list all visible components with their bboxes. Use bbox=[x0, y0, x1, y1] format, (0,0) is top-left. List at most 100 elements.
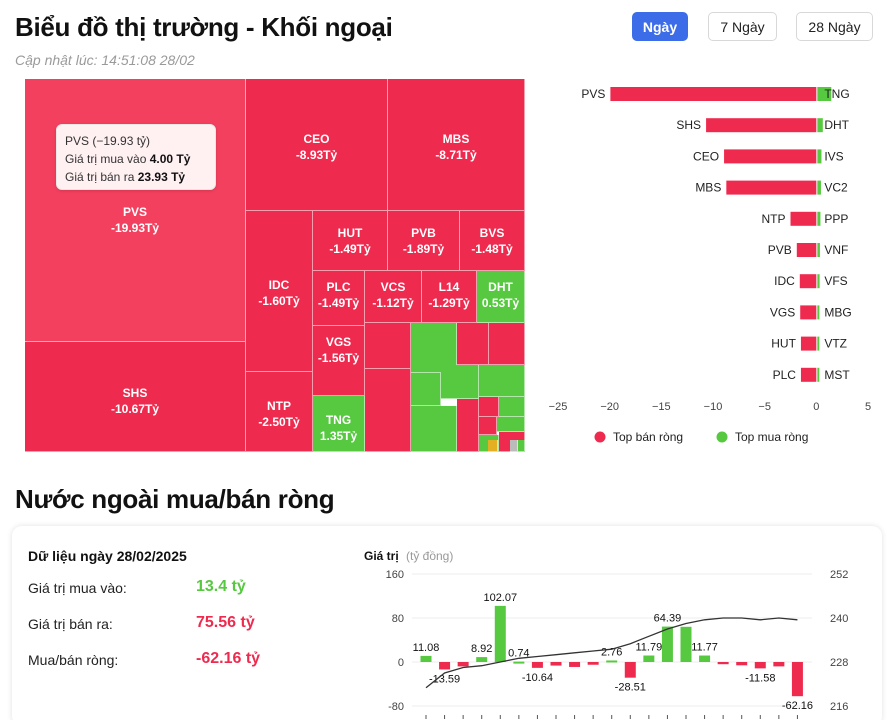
net-bar[interactable] bbox=[643, 655, 655, 662]
bar-sell-mbs[interactable] bbox=[726, 180, 817, 195]
tooltip-buy-row: Giá trị mua vào 4.00 Tỷ bbox=[65, 150, 207, 168]
net-bar[interactable] bbox=[606, 660, 618, 663]
treemap-cell-code: L14 bbox=[438, 280, 460, 294]
bar-buy-vnf[interactable] bbox=[817, 243, 820, 257]
bar-buy-tng[interactable] bbox=[817, 87, 832, 101]
treemap-cell-value: 1.35Tỷ bbox=[319, 429, 358, 443]
net-flow-combo-chart: Giá trị (tỷ đồng)160 80 0 -80 252 240 228 216 11.… bbox=[364, 549, 848, 719]
bar-buy-ppp[interactable] bbox=[817, 211, 821, 226]
net-bar[interactable] bbox=[457, 662, 469, 667]
treemap-cell-small[interactable] bbox=[510, 440, 518, 452]
bar-sell-ntp[interactable] bbox=[790, 211, 817, 226]
treemap-cell-small[interactable] bbox=[441, 365, 479, 399]
net-bar[interactable] bbox=[513, 661, 525, 664]
treemap-cell-mbs[interactable]: MBS -8.71Tỷ bbox=[388, 79, 525, 211]
y-axis-title: Giá trị bbox=[364, 549, 399, 563]
treemap-cell-l14[interactable]: L14 -1.29Tỷ bbox=[422, 271, 477, 323]
treemap-cell-small[interactable] bbox=[479, 397, 499, 417]
treemap-cell-ntp[interactable]: NTP -2.50Tỷ bbox=[246, 372, 313, 452]
bar-buy-vfs[interactable] bbox=[817, 274, 820, 289]
treemap-cell-shs[interactable]: SHS -10.67Tỷ bbox=[25, 342, 246, 452]
bar-buy-vtz[interactable] bbox=[817, 336, 820, 351]
treemap-cell-small[interactable] bbox=[479, 417, 497, 435]
y-axis-unit: (tỷ đồng) bbox=[406, 549, 453, 563]
net-bar[interactable] bbox=[791, 662, 803, 697]
y-tick-label: 160 bbox=[386, 569, 404, 581]
bar-value-label: -11.58 bbox=[745, 672, 775, 684]
tab-day[interactable]: Ngày bbox=[632, 12, 688, 41]
bar-sell-vgs[interactable] bbox=[800, 305, 817, 320]
bar-buy-mst[interactable] bbox=[817, 367, 820, 382]
treemap-cell-idc[interactable]: IDC -1.60Tỷ bbox=[246, 211, 313, 372]
bar-value-label: 64.39 bbox=[654, 613, 682, 625]
treemap-cell-plc[interactable]: PLC -1.49Tỷ bbox=[313, 271, 365, 326]
net-bar[interactable] bbox=[587, 662, 599, 665]
bar-sell-label: PVB bbox=[768, 243, 792, 257]
net-bar[interactable] bbox=[754, 662, 766, 669]
bar-sell-pvb[interactable] bbox=[796, 243, 817, 257]
bar-buy-ivs[interactable] bbox=[817, 149, 822, 164]
bar-sell-label: PVS bbox=[581, 87, 605, 101]
net-bar[interactable] bbox=[420, 655, 432, 662]
net-bar[interactable] bbox=[773, 662, 785, 667]
bar-sell-idc[interactable] bbox=[799, 274, 817, 289]
bar-sell-ceo[interactable] bbox=[724, 149, 817, 164]
treemap-cell-ceo[interactable]: CEO -8.93Tỷ bbox=[246, 79, 388, 211]
treemap-cell-small[interactable] bbox=[457, 323, 489, 365]
bar-sell-hut[interactable] bbox=[800, 336, 817, 351]
treemap-cell-value: -1.89Tỷ bbox=[402, 242, 445, 256]
bar-buy-label: IVS bbox=[824, 149, 843, 163]
net-bar[interactable] bbox=[680, 626, 692, 662]
net-bar[interactable] bbox=[476, 657, 488, 662]
bar-sell-pvs[interactable] bbox=[610, 87, 817, 101]
treemap-cell-small[interactable] bbox=[479, 365, 525, 397]
net-bar[interactable] bbox=[550, 662, 562, 666]
net-bar[interactable] bbox=[699, 655, 711, 662]
net-bar[interactable] bbox=[736, 662, 748, 666]
bar-sell-shs[interactable] bbox=[706, 118, 817, 133]
treemap-cell-code: VCS bbox=[380, 280, 406, 294]
foreign-flow-treemap[interactable]: PVS -19.93Tỷ SHS -10.67Tỷ CEO -8.93Tỷ MBS -8.71… bbox=[25, 79, 525, 452]
treemap-cell-small[interactable] bbox=[488, 440, 498, 452]
net-bar[interactable] bbox=[439, 662, 451, 670]
treemap-cell-pvb[interactable]: PVB -1.89Tỷ bbox=[388, 211, 460, 271]
net-bar[interactable] bbox=[531, 662, 543, 668]
treemap-cell-small[interactable] bbox=[411, 406, 457, 452]
bar-buy-vc2[interactable] bbox=[817, 180, 821, 195]
treemap-cell-hut[interactable]: HUT -1.49Tỷ bbox=[313, 211, 388, 271]
net-bar[interactable] bbox=[717, 662, 729, 665]
treemap-cell-value: -2.50Tỷ bbox=[258, 415, 300, 429]
tooltip-title: PVS (−19.93 tỷ) bbox=[65, 134, 151, 148]
treemap-cell-small[interactable] bbox=[518, 440, 525, 452]
bar-sell-label: VGS bbox=[770, 305, 795, 319]
treemap-cell-small[interactable] bbox=[411, 323, 457, 373]
treemap-cell-small[interactable] bbox=[457, 399, 479, 452]
treemap-tooltip: PVS (−19.93 tỷ) Giá trị mua vào 4.00 Tỷ … bbox=[56, 124, 216, 190]
tooltip-sell-label: Giá trị bán ra bbox=[65, 170, 135, 184]
treemap-cell-vcs[interactable]: VCS -1.12Tỷ bbox=[365, 271, 422, 323]
treemap-cell-tng[interactable]: TNG 1.35Tỷ bbox=[313, 396, 365, 452]
tab-7-days[interactable]: 7 Ngày bbox=[708, 12, 777, 41]
treemap-cell-code: VGS bbox=[325, 335, 352, 349]
bar-buy-dht[interactable] bbox=[817, 118, 823, 133]
tooltip-buy-label: Giá trị mua vào bbox=[65, 152, 147, 166]
treemap-cell-bvs[interactable]: BVS -1.48Tỷ bbox=[460, 211, 525, 271]
net-value: -62.16 tỷ bbox=[196, 650, 261, 667]
treemap-cell-vgs[interactable]: VGS -1.56Tỷ bbox=[313, 326, 365, 396]
treemap-cell-small[interactable] bbox=[365, 369, 411, 452]
net-bar[interactable] bbox=[569, 662, 581, 667]
treemap-cell-small[interactable] bbox=[365, 323, 411, 369]
treemap-cell-dht[interactable]: DHT 0.53Tỷ bbox=[477, 271, 525, 323]
bar-buy-mbg[interactable] bbox=[817, 305, 820, 320]
treemap-cell-small[interactable] bbox=[411, 373, 441, 406]
net-bar[interactable] bbox=[661, 626, 673, 662]
treemap-cell-small[interactable] bbox=[497, 417, 525, 432]
treemap-cell-small[interactable] bbox=[489, 323, 525, 365]
tab-28-days[interactable]: 28 Ngày bbox=[796, 12, 873, 41]
treemap-cell-pvs[interactable]: PVS -19.93Tỷ bbox=[25, 79, 246, 342]
net-bar[interactable] bbox=[494, 605, 506, 662]
bar-sell-plc[interactable] bbox=[800, 367, 817, 382]
net-bar[interactable] bbox=[624, 662, 636, 678]
panel-date-label: Dữ liệu ngày 28/02/2025 bbox=[28, 548, 187, 564]
treemap-cell-small[interactable] bbox=[499, 397, 525, 417]
